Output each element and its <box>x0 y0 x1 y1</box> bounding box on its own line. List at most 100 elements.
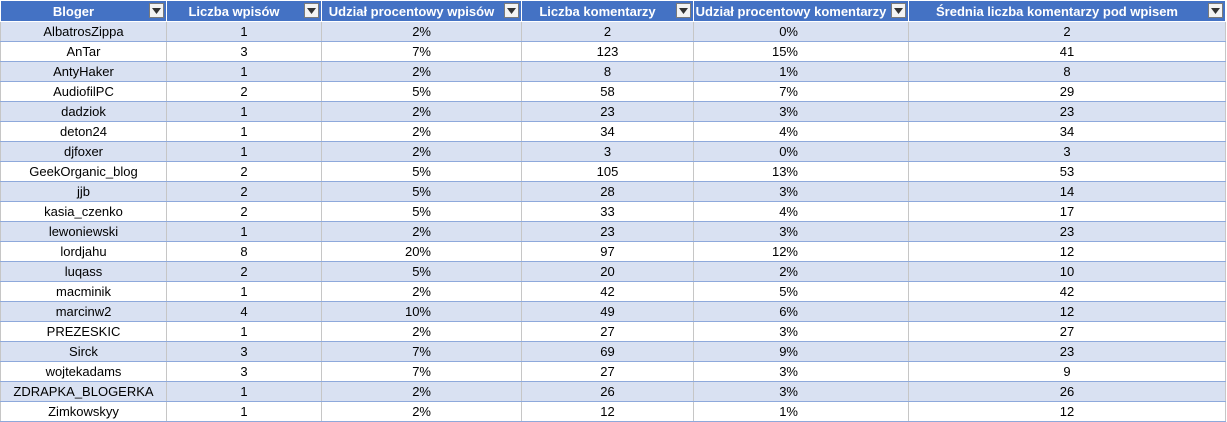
cell-srednia-komentarzy[interactable]: 12 <box>908 241 1226 262</box>
cell-liczba-wpisow[interactable]: 1 <box>166 321 322 342</box>
cell-liczba-wpisow[interactable]: 1 <box>166 121 322 142</box>
cell-srednia-komentarzy[interactable]: 2 <box>908 21 1226 42</box>
cell-udzial-komentarzy[interactable]: 3% <box>693 221 909 242</box>
cell-liczba-wpisow[interactable]: 1 <box>166 21 322 42</box>
cell-liczba-wpisow[interactable]: 2 <box>166 201 322 222</box>
cell-liczba-komentarzy[interactable]: 42 <box>521 281 694 302</box>
cell-udzial-komentarzy[interactable]: 9% <box>693 341 909 362</box>
cell-liczba-komentarzy[interactable]: 27 <box>521 361 694 382</box>
cell-liczba-komentarzy[interactable]: 23 <box>521 221 694 242</box>
cell-liczba-wpisow[interactable]: 3 <box>166 361 322 382</box>
column-header-udzial-wpisow[interactable]: Udział procentowy wpisów <box>321 0 522 22</box>
cell-liczba-wpisow[interactable]: 1 <box>166 401 322 422</box>
cell-udzial-wpisow[interactable]: 5% <box>321 81 522 102</box>
cell-udzial-wpisow[interactable]: 2% <box>321 121 522 142</box>
cell-liczba-komentarzy[interactable]: 23 <box>521 101 694 122</box>
cell-srednia-komentarzy[interactable]: 53 <box>908 161 1226 182</box>
cell-udzial-wpisow[interactable]: 2% <box>321 221 522 242</box>
cell-udzial-wpisow[interactable]: 5% <box>321 201 522 222</box>
cell-liczba-komentarzy[interactable]: 26 <box>521 381 694 402</box>
cell-srednia-komentarzy[interactable]: 12 <box>908 401 1226 422</box>
dropdown-filter-icon[interactable] <box>676 3 691 18</box>
cell-srednia-komentarzy[interactable]: 23 <box>908 341 1226 362</box>
cell-bloger[interactable]: lewoniewski <box>0 221 167 242</box>
cell-udzial-komentarzy[interactable]: 3% <box>693 321 909 342</box>
cell-liczba-wpisow[interactable]: 3 <box>166 41 322 62</box>
cell-liczba-komentarzy[interactable]: 49 <box>521 301 694 322</box>
cell-udzial-wpisow[interactable]: 2% <box>321 281 522 302</box>
cell-bloger[interactable]: Zimkowskyy <box>0 401 167 422</box>
dropdown-filter-icon[interactable] <box>1208 3 1223 18</box>
cell-bloger[interactable]: luqass <box>0 261 167 282</box>
cell-udzial-komentarzy[interactable]: 1% <box>693 61 909 82</box>
cell-srednia-komentarzy[interactable]: 27 <box>908 321 1226 342</box>
cell-liczba-wpisow[interactable]: 1 <box>166 281 322 302</box>
cell-liczba-wpisow[interactable]: 1 <box>166 101 322 122</box>
cell-liczba-komentarzy[interactable]: 8 <box>521 61 694 82</box>
cell-liczba-wpisow[interactable]: 2 <box>166 261 322 282</box>
cell-bloger[interactable]: lordjahu <box>0 241 167 262</box>
cell-udzial-komentarzy[interactable]: 15% <box>693 41 909 62</box>
cell-udzial-wpisow[interactable]: 2% <box>321 21 522 42</box>
cell-udzial-wpisow[interactable]: 7% <box>321 361 522 382</box>
cell-srednia-komentarzy[interactable]: 23 <box>908 221 1226 242</box>
cell-bloger[interactable]: Sirck <box>0 341 167 362</box>
cell-udzial-wpisow[interactable]: 5% <box>321 161 522 182</box>
cell-liczba-wpisow[interactable]: 8 <box>166 241 322 262</box>
cell-udzial-wpisow[interactable]: 7% <box>321 341 522 362</box>
cell-bloger[interactable]: AntyHaker <box>0 61 167 82</box>
cell-liczba-komentarzy[interactable]: 3 <box>521 141 694 162</box>
cell-srednia-komentarzy[interactable]: 10 <box>908 261 1226 282</box>
cell-udzial-wpisow[interactable]: 20% <box>321 241 522 262</box>
cell-bloger[interactable]: djfoxer <box>0 141 167 162</box>
cell-udzial-komentarzy[interactable]: 4% <box>693 121 909 142</box>
cell-bloger[interactable]: AlbatrosZippa <box>0 21 167 42</box>
cell-srednia-komentarzy[interactable]: 14 <box>908 181 1226 202</box>
cell-liczba-komentarzy[interactable]: 105 <box>521 161 694 182</box>
cell-liczba-komentarzy[interactable]: 69 <box>521 341 694 362</box>
dropdown-filter-icon[interactable] <box>891 3 906 18</box>
cell-bloger[interactable]: jjb <box>0 181 167 202</box>
cell-liczba-komentarzy[interactable]: 12 <box>521 401 694 422</box>
cell-srednia-komentarzy[interactable]: 23 <box>908 101 1226 122</box>
cell-udzial-komentarzy[interactable]: 12% <box>693 241 909 262</box>
cell-udzial-komentarzy[interactable]: 0% <box>693 21 909 42</box>
cell-bloger[interactable]: GeekOrganic_blog <box>0 161 167 182</box>
cell-liczba-wpisow[interactable]: 1 <box>166 381 322 402</box>
cell-udzial-komentarzy[interactable]: 3% <box>693 381 909 402</box>
cell-udzial-wpisow[interactable]: 2% <box>321 401 522 422</box>
cell-srednia-komentarzy[interactable]: 12 <box>908 301 1226 322</box>
cell-bloger[interactable]: PREZESKIC <box>0 321 167 342</box>
column-header-udzial-komentarzy[interactable]: Udział procentowy komentarzy <box>693 0 909 22</box>
cell-liczba-wpisow[interactable]: 2 <box>166 81 322 102</box>
cell-srednia-komentarzy[interactable]: 34 <box>908 121 1226 142</box>
cell-udzial-komentarzy[interactable]: 0% <box>693 141 909 162</box>
cell-udzial-komentarzy[interactable]: 6% <box>693 301 909 322</box>
cell-bloger[interactable]: AudiofilPC <box>0 81 167 102</box>
cell-udzial-komentarzy[interactable]: 1% <box>693 401 909 422</box>
cell-udzial-komentarzy[interactable]: 13% <box>693 161 909 182</box>
cell-srednia-komentarzy[interactable]: 29 <box>908 81 1226 102</box>
cell-udzial-wpisow[interactable]: 2% <box>321 321 522 342</box>
cell-liczba-wpisow[interactable]: 1 <box>166 61 322 82</box>
cell-liczba-komentarzy[interactable]: 58 <box>521 81 694 102</box>
cell-liczba-wpisow[interactable]: 1 <box>166 221 322 242</box>
column-header-liczba-wpisow[interactable]: Liczba wpisów <box>166 0 322 22</box>
cell-liczba-komentarzy[interactable]: 27 <box>521 321 694 342</box>
cell-liczba-komentarzy[interactable]: 97 <box>521 241 694 262</box>
cell-bloger[interactable]: deton24 <box>0 121 167 142</box>
dropdown-filter-icon[interactable] <box>304 3 319 18</box>
cell-liczba-komentarzy[interactable]: 33 <box>521 201 694 222</box>
cell-udzial-wpisow[interactable]: 2% <box>321 61 522 82</box>
cell-udzial-komentarzy[interactable]: 5% <box>693 281 909 302</box>
cell-udzial-komentarzy[interactable]: 2% <box>693 261 909 282</box>
cell-bloger[interactable]: marcinw2 <box>0 301 167 322</box>
cell-udzial-wpisow[interactable]: 5% <box>321 181 522 202</box>
column-header-bloger[interactable]: Bloger <box>0 0 167 22</box>
cell-bloger[interactable]: AnTar <box>0 41 167 62</box>
cell-srednia-komentarzy[interactable]: 26 <box>908 381 1226 402</box>
column-header-liczba-komentarzy[interactable]: Liczba komentarzy <box>521 0 694 22</box>
cell-liczba-wpisow[interactable]: 2 <box>166 161 322 182</box>
cell-bloger[interactable]: macminik <box>0 281 167 302</box>
cell-liczba-komentarzy[interactable]: 34 <box>521 121 694 142</box>
